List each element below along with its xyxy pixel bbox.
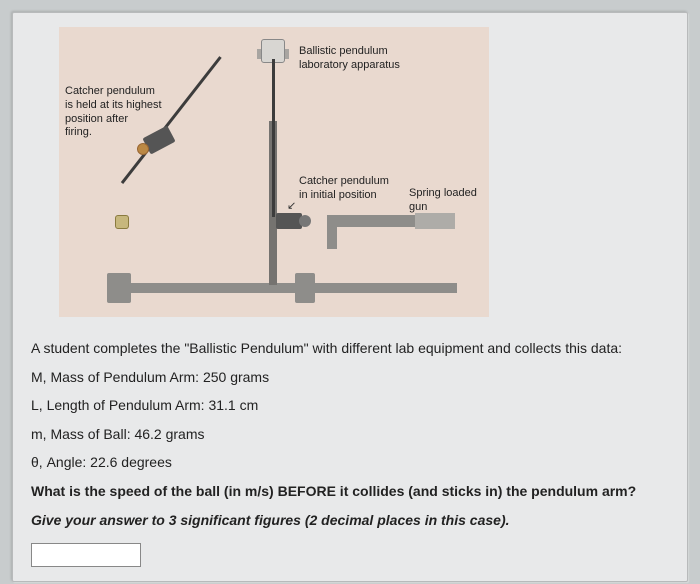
instruction-line: Give your answer to 3 significant figure… xyxy=(31,507,669,534)
question-card: Ballistic pendulum laboratory apparatus … xyxy=(12,12,688,582)
base-foot-right xyxy=(295,273,315,303)
spring-gun-barrel xyxy=(327,215,415,227)
problem-text: A student completes the "Ballistic Pendu… xyxy=(31,335,669,533)
base-foot-left xyxy=(107,273,131,303)
stop-knob xyxy=(115,215,129,229)
data-line-L: L, Length of Pendulum Arm: 31.1 cm xyxy=(31,392,669,419)
pendulum-arm-initial xyxy=(272,59,275,217)
catcher-initial-label: Catcher pendulum in initial position xyxy=(299,175,389,203)
base-rail xyxy=(117,283,457,293)
data-line-M: M, Mass of Pendulum Arm: 250 grams xyxy=(31,364,669,391)
catcher-held-label: Catcher pendulum is held at its highest … xyxy=(65,85,162,140)
intro-line: A student completes the "Ballistic Pendu… xyxy=(31,335,669,362)
spring-gun-support xyxy=(327,225,337,249)
apparatus-diagram: Ballistic pendulum laboratory apparatus … xyxy=(59,27,489,317)
diagram-title-label: Ballistic pendulum laboratory apparatus xyxy=(299,45,400,73)
catcher-ball-swung xyxy=(137,143,149,155)
question-line: What is the speed of the ball (in m/s) B… xyxy=(31,478,669,505)
spring-gun-housing xyxy=(415,213,455,229)
answer-input[interactable] xyxy=(31,543,141,567)
catcher-ball-initial xyxy=(299,215,311,227)
arrow-icon: ↙ xyxy=(287,199,296,212)
data-line-m: m, Mass of Ball: 46.2 grams xyxy=(31,421,669,448)
gun-label: Spring loaded gun xyxy=(409,187,477,215)
data-line-theta: θ, Angle: 22.6 degrees xyxy=(31,449,669,476)
